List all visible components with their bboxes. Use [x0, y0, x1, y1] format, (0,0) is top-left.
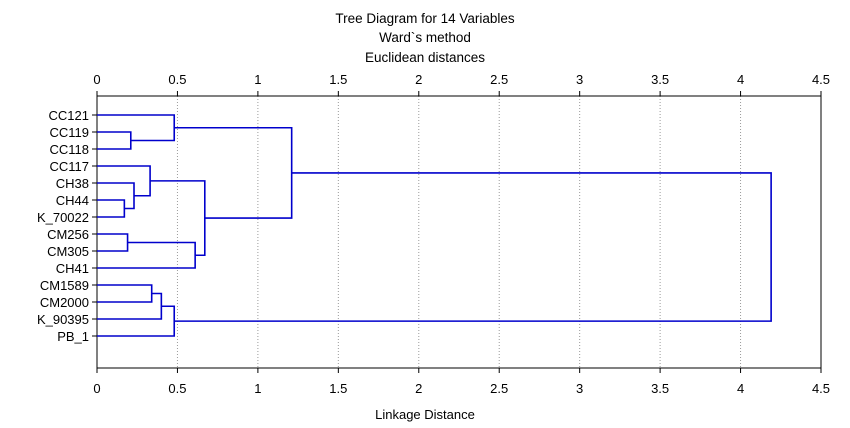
bottom-tick-label: 3.5 — [651, 381, 669, 396]
merge-link-n4 — [97, 182, 135, 210]
leaf-label: CH41 — [56, 261, 89, 276]
grid-lines — [176, 96, 742, 368]
top-tick-label: 0 — [93, 72, 100, 87]
x-axis-label: Linkage Distance — [375, 407, 475, 422]
leaf-label: CM305 — [47, 244, 89, 259]
bottom-tick-label: 0.5 — [168, 381, 186, 396]
chart-subtitle-method: Ward`s method — [379, 30, 471, 45]
merge-link-n9 — [174, 126, 293, 219]
leaf-labels: CC121 CC119 CC118 CC117 CH38 CH44 K_70022 CM256… — [37, 108, 97, 344]
leaf-label: PB_1 — [57, 329, 89, 344]
chart-title: Tree Diagram for 14 Variables — [335, 11, 515, 26]
leaf-label: CM1589 — [40, 278, 89, 293]
top-tick-label: 1 — [254, 72, 261, 87]
bottom-tick-label: 1.5 — [329, 381, 347, 396]
chart-subtitle-distance: Euclidean distances — [365, 50, 485, 65]
top-tick-label: 2.5 — [490, 72, 508, 87]
bottom-tick-label: 1 — [254, 381, 261, 396]
top-tick-label: 3 — [576, 72, 583, 87]
bottom-tick-label: 0 — [93, 381, 100, 396]
top-tick-label: 1.5 — [329, 72, 347, 87]
top-tick-label: 0.5 — [168, 72, 186, 87]
merge-link-n2 — [97, 114, 176, 142]
leaf-label: CM256 — [47, 227, 89, 242]
top-tick-label: 4 — [737, 72, 744, 87]
merge-link-n5 — [97, 165, 151, 197]
leaf-label: CC119 — [49, 125, 89, 140]
bottom-tick-label: 2 — [415, 381, 422, 396]
merge-link-n7 — [97, 241, 196, 269]
top-tick-label: 4.5 — [812, 72, 830, 87]
leaf-label: K_90395 — [37, 312, 89, 327]
bottom-tick-label: 4 — [737, 381, 744, 396]
merge-link-n10 — [97, 284, 153, 303]
merge-link-n1 — [97, 131, 132, 150]
leaf-label: CC121 — [49, 108, 89, 123]
top-tick-label: 3.5 — [651, 72, 669, 87]
bottom-tick-label: 2.5 — [490, 381, 508, 396]
bottom-tick-label: 3 — [576, 381, 583, 396]
leaf-label: CH38 — [56, 176, 89, 191]
bottom-tick-label: 4.5 — [812, 381, 830, 396]
leaf-label: K_70022 — [37, 210, 89, 225]
dendrogram-links — [97, 114, 772, 337]
plot-frame — [96, 95, 822, 369]
axis-ticks: 0 0 0.5 0.5 1 1 1.5 1.5 2 2 2.5 2.5 3 3 3.5 3.5 4 4 4.5 4.5 — [93, 72, 830, 396]
leaf-label: CM2000 — [40, 295, 89, 310]
merge-link-n6 — [97, 233, 129, 252]
leaf-label: CC118 — [49, 142, 89, 157]
leaf-label: CH44 — [56, 193, 89, 208]
merge-link-n13 — [174, 172, 772, 322]
leaf-label: CC117 — [49, 159, 89, 174]
merge-link-n3 — [97, 199, 126, 218]
top-tick-label: 2 — [415, 72, 422, 87]
merge-link-n12 — [97, 305, 176, 337]
